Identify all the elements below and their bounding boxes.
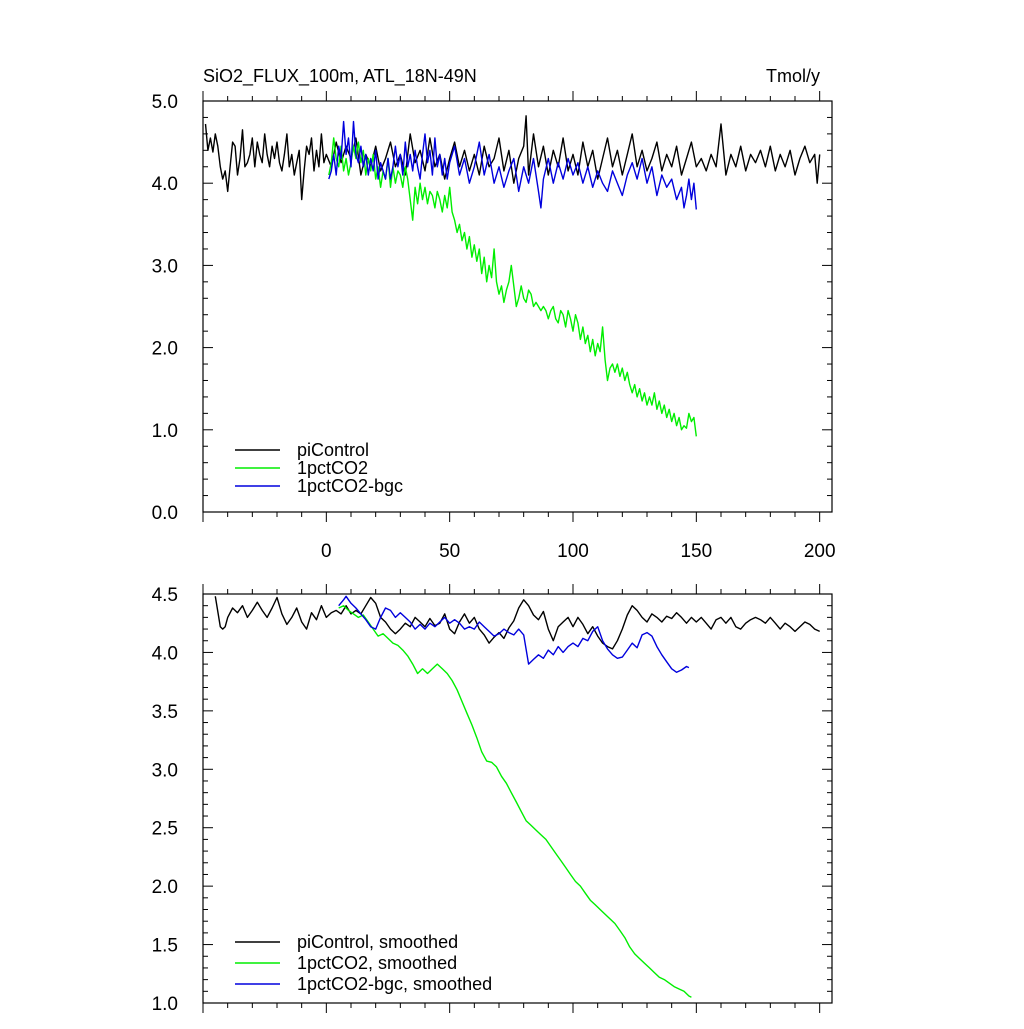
plot-frame	[202, 593, 833, 1004]
y-tick-label: 4.5	[152, 585, 178, 606]
x-tick-label: 0	[321, 541, 332, 562]
legend-label: piControl, smoothed	[297, 932, 458, 952]
bottom-plot: 1.0 1.5 2.0 2.5 3.0 3.5 4.0 4.5 piControl, smoot…	[152, 584, 833, 1015]
legend-label: piControl	[297, 440, 369, 460]
series-line-2	[328, 137, 697, 437]
y-tick-label: 1.0	[152, 421, 178, 442]
plot-frame	[202, 100, 833, 513]
y-tick-label: 5.0	[152, 92, 178, 113]
chart-units: Tmol/y	[766, 66, 820, 86]
y-tick-label: 3.0	[152, 760, 178, 781]
series-line-3	[338, 595, 690, 673]
series-line-3	[328, 120, 697, 210]
y-tick-label: 3.0	[152, 256, 178, 277]
y-tick-label: 4.0	[152, 643, 178, 664]
x-tick-label: 150	[680, 541, 712, 562]
y-tick-label: 0.0	[152, 503, 178, 524]
y-tick-label: 1.0	[152, 994, 178, 1015]
y-tick-label: 1.5	[152, 936, 178, 957]
y-tick-label: 2.5	[152, 819, 178, 840]
legend-label: 1pctCO2-bgc	[297, 476, 403, 496]
x-tick-label: 50	[439, 541, 460, 562]
x-tick-label: 200	[804, 541, 836, 562]
series-line-1	[204, 115, 821, 201]
legend-label: 1pctCO2	[297, 458, 368, 478]
series-line-2	[338, 605, 692, 998]
chart-title: SiO2_FLUX_100m, ATL_18N-49N	[203, 66, 477, 87]
y-tick-label: 3.5	[152, 702, 178, 723]
legend-label: 1pctCO2-bgc, smoothed	[297, 974, 492, 994]
y-tick-label: 4.0	[152, 174, 178, 195]
y-tick-label: 2.0	[152, 339, 178, 360]
legend-label: 1pctCO2, smoothed	[297, 953, 457, 973]
top-plot: 0.01.02.03.04.05.00 50 100 150 200piControl1…	[152, 91, 836, 562]
x-tick-label: 100	[557, 541, 589, 562]
series-line-1	[214, 596, 820, 650]
y-tick-label: 2.0	[152, 877, 178, 898]
